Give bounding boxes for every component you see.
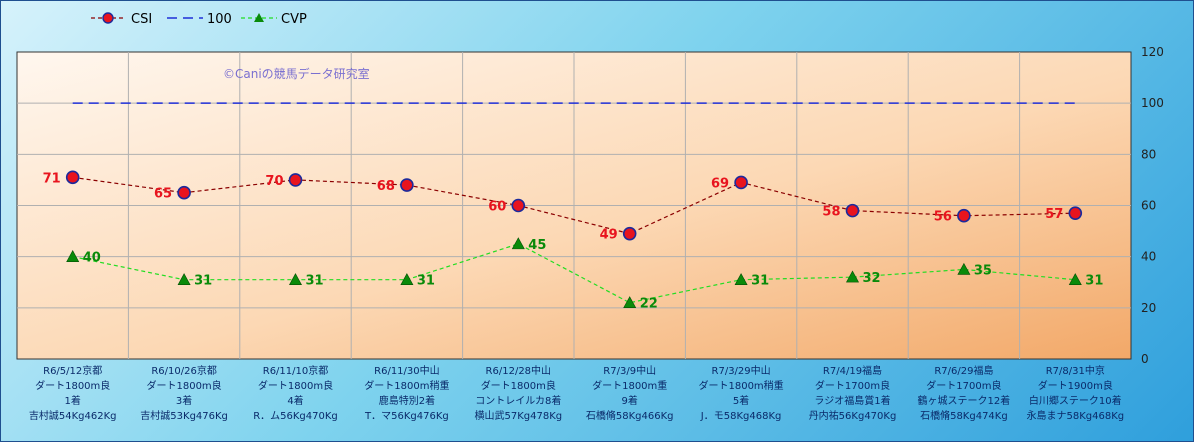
- cvp-point: [734, 273, 748, 285]
- x-tick-label: R7/6/29福島: [934, 364, 993, 377]
- csi-data-label: 49: [600, 228, 618, 243]
- cvp-data-label: 31: [1085, 274, 1103, 289]
- x-tick-label: ダート1800m重: [592, 379, 667, 392]
- csi-data-label: 68: [377, 179, 395, 194]
- cvp-data-label: 31: [306, 274, 324, 289]
- x-tick-label: ダート1800m稍重: [364, 379, 449, 392]
- x-tick-label: 吉村誠54Kg462Kg: [29, 409, 117, 422]
- x-tick-label: ダート1900m良: [1038, 379, 1113, 392]
- x-tick-label: 4着: [287, 394, 303, 407]
- csi-data-label: 57: [1045, 207, 1063, 222]
- cvp-data-label: 45: [528, 238, 546, 253]
- cvp-point: [957, 262, 971, 275]
- csi-point: [1068, 206, 1083, 220]
- x-tick-label: 丹内祐56Kg470Kg: [809, 409, 897, 422]
- legend-cvp-label: CVP: [281, 12, 307, 27]
- csi-data-label: 65: [154, 187, 172, 202]
- csi-point: [622, 226, 637, 241]
- x-tick-label: T．マ56Kg476Kg: [364, 411, 449, 422]
- watermark: ©Caniの競馬データ研究室: [223, 66, 370, 81]
- cvp-point: [845, 270, 860, 283]
- x-tick-label: 鶴ヶ城ステーク12着: [918, 394, 1011, 407]
- x-tick-label: R7/3/9中山: [603, 364, 656, 377]
- legend-csi-label: CSI: [131, 12, 152, 27]
- x-tick-label: 5着: [733, 394, 749, 407]
- legend-100-label: 100: [207, 12, 232, 27]
- x-tick-label: 石橋脩58Kg466Kg: [586, 409, 674, 422]
- series-cvp-line: [72, 243, 1076, 304]
- y-tick-label: 120: [1141, 45, 1164, 59]
- csi-data-label: 70: [265, 174, 283, 189]
- csi-point: [177, 185, 191, 200]
- csi-point: [288, 173, 303, 187]
- csi-point: [957, 208, 971, 223]
- cvp-data-label: 22: [640, 297, 658, 312]
- cvp-point: [511, 237, 525, 250]
- x-tick-label: ダート1800m良: [481, 379, 556, 392]
- y-tick-label: 20: [1141, 301, 1156, 315]
- y-tick-label: 0: [1141, 352, 1149, 366]
- x-tick-label: ダート1800m良: [35, 379, 110, 392]
- x-tick-label: ダート1800m良: [258, 379, 333, 392]
- y-tick-label: 60: [1141, 199, 1156, 213]
- x-tick-label: ダート1700m良: [815, 379, 890, 392]
- csi-data-label: 71: [43, 171, 61, 186]
- x-tick-label: R．ム56Kg470Kg: [253, 410, 338, 422]
- csi-data-label: 56: [934, 210, 952, 225]
- cvp-point: [400, 273, 414, 285]
- csi-data-label: 58: [822, 205, 840, 220]
- x-tick-label: R7/3/29中山: [712, 364, 771, 377]
- cvp-data-label: 31: [194, 274, 212, 289]
- cvp-data-label: 40: [83, 251, 101, 266]
- cvp-point: [623, 296, 637, 309]
- x-tick-label: R7/4/19福島: [823, 364, 882, 377]
- x-tick-label: 1着: [65, 394, 81, 407]
- x-tick-label: 横山武57Kg478Kg: [474, 409, 562, 422]
- cvp-data-label: 31: [751, 274, 769, 289]
- cvp-data-label: 32: [863, 271, 881, 286]
- cvp-data-label: 31: [417, 274, 435, 289]
- x-tick-label: 3着: [176, 394, 192, 407]
- x-tick-label: R6/12/28中山: [486, 364, 552, 377]
- x-tick-label: ダート1700m良: [926, 379, 1001, 392]
- x-tick-label: 鹿島特別2着: [379, 394, 435, 407]
- y-tick-label: 80: [1141, 147, 1156, 161]
- x-tick-label: 石橋脩58Kg474Kg: [920, 409, 1008, 422]
- series-csi-line: [72, 176, 1076, 235]
- cvp-point: [1068, 273, 1082, 285]
- csi-point: [400, 178, 414, 192]
- x-tick-label: R6/11/10京都: [263, 364, 329, 377]
- cvp-point: [177, 273, 191, 285]
- csi-data-label: 69: [711, 176, 729, 191]
- cvp-point: [66, 250, 80, 262]
- csi-point: [511, 198, 526, 213]
- x-tick-label: R6/10/26京都: [151, 364, 217, 377]
- x-tick-label: R7/8/31中京: [1046, 364, 1105, 377]
- x-tick-label: コントレイルカ8着: [475, 394, 561, 407]
- x-tick-label: ダート1800m良: [146, 379, 221, 392]
- x-tick-label: ダート1800m稍重: [698, 379, 783, 392]
- x-tick-label: 永島まナ58Kg468Kg: [1026, 409, 1124, 422]
- cvp-data-label: 35: [974, 263, 992, 278]
- x-tick-label: 9着: [622, 394, 638, 407]
- csi-point: [65, 170, 80, 185]
- x-tick-label: 吉村誠53Kg476Kg: [140, 409, 228, 422]
- y-tick-label: 40: [1141, 250, 1156, 264]
- csi-data-label: 60: [488, 200, 506, 215]
- legend-cvp-marker: [254, 13, 264, 22]
- y-tick-label: 100: [1141, 96, 1164, 110]
- x-tick-label: J．モ58Kg468Kg: [700, 411, 782, 422]
- x-tick-label: R6/11/30中山: [374, 364, 440, 377]
- x-tick-label: ラジオ福島賞1着: [814, 394, 890, 407]
- x-tick-label: 白川郷ステーク10着: [1029, 394, 1122, 407]
- legend-csi-marker: [102, 12, 114, 24]
- x-tick-label: R6/5/12京都: [43, 364, 102, 377]
- csi-point: [734, 175, 748, 190]
- csi-point: [845, 203, 860, 218]
- cvp-point: [288, 273, 303, 285]
